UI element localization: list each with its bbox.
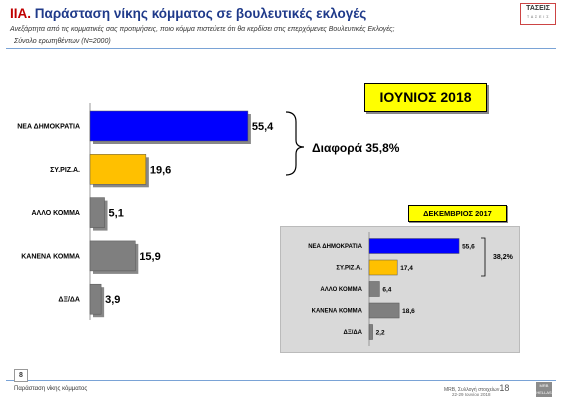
inset-value-label: 55,6 — [462, 243, 475, 250]
footer-source-text: MRB, Συλλογή στοιχείων — [444, 387, 500, 393]
main-value-label: 3,9 — [105, 294, 120, 306]
page-number: 8 — [14, 369, 28, 382]
inset-category-label: ΚΑΝΕΝΑ ΚΟΜΜΑ — [312, 309, 363, 315]
inset-category-label: ΝΕΑ ΔΗΜΟΚΡΑΤΙΑ — [308, 244, 362, 250]
main-chart-heading: ΙΟΥΝΙΟΣ 2018 — [364, 83, 487, 112]
inset-bar — [368, 259, 398, 276]
footer-section-label: Παράσταση νίκης κόμματος — [14, 386, 88, 392]
footer-source: MRB, Συλλογή στοιχείων18 — [444, 383, 509, 393]
inset-value-label: 17,4 — [400, 265, 413, 272]
sample-basis: Σύνολο ερωτηθέντων (N=2000) — [14, 38, 111, 45]
inset-category-label: ΣΥ.ΡΙΖ.Α. — [336, 266, 362, 272]
footer-divider — [6, 380, 556, 381]
difference-bracket — [285, 111, 305, 176]
mrb-logo-text: MRB — [539, 383, 549, 388]
inset-chart-heading: ΔΕΚΕΜΒΡΙΟΣ 2017 — [408, 205, 507, 222]
main-category-label: ΔΞ/ΔΑ — [58, 297, 80, 304]
inset-value-label: 2,2 — [376, 329, 385, 336]
inset-bar — [368, 238, 460, 254]
title-code: IIA. — [10, 6, 32, 21]
footer-dates: 22-29 Ιουνίου 2018 — [452, 392, 491, 397]
main-value-label: 5,1 — [109, 208, 124, 220]
mrb-logo-subtext: HELLAS — [536, 390, 552, 395]
brand-logo-subtext: Τ Α Σ Ε Ι Σ — [526, 15, 550, 19]
inset-bar — [368, 281, 380, 297]
mrb-logo: MRB HELLAS — [536, 382, 552, 397]
inset-value-label: 6,4 — [382, 286, 391, 293]
title-text: Παράσταση νίκης κόμματος σε βουλευτικές … — [34, 6, 367, 21]
main-value-label: 15,9 — [139, 251, 160, 263]
inset-category-label: ΔΞ/ΔΑ — [344, 330, 363, 336]
main-bar — [89, 110, 249, 142]
main-bar — [89, 283, 102, 315]
page-title: IIA. Παράσταση νίκης κόμματος σε βουλευτ… — [10, 6, 366, 21]
main-bar — [89, 154, 147, 185]
brand-logo: ΤΑΣΕΙΣ Τ Α Σ Ε Ι Σ — [520, 3, 556, 25]
footer-source-page: 18 — [499, 383, 510, 393]
main-category-label: ΑΛΛΟ ΚΟΜΜΑ — [32, 210, 81, 217]
main-bar — [89, 240, 136, 272]
brand-logo-text: ΤΑΣΕΙΣ — [526, 5, 550, 12]
main-category-label: ΚΑΝΕΝΑ ΚΟΜΜΑ — [21, 253, 80, 260]
main-category-label: ΣΥ.ΡΙΖ.Α. — [50, 167, 80, 174]
inset-value-label: 18,6 — [402, 308, 415, 315]
difference-annotation: Διαφορά 35,8% — [312, 141, 400, 155]
inset-category-label: ΑΛΛΟ ΚΟΜΜΑ — [320, 287, 362, 293]
inset-difference-bracket — [481, 237, 486, 277]
inset-bar — [368, 302, 400, 319]
main-value-label: 55,4 — [252, 121, 274, 133]
main-value-label: 19,6 — [150, 164, 171, 176]
inset-difference-annotation: 38,2% — [493, 254, 514, 261]
header-divider — [6, 48, 556, 49]
main-bar — [89, 197, 105, 228]
question-text: Ανεξάρτητα από τις κομματικές σας προτιμ… — [10, 26, 395, 33]
inset-bar — [368, 324, 373, 340]
main-category-label: ΝΕΑ ΔΗΜΟΚΡΑΤΙΑ — [17, 123, 80, 130]
